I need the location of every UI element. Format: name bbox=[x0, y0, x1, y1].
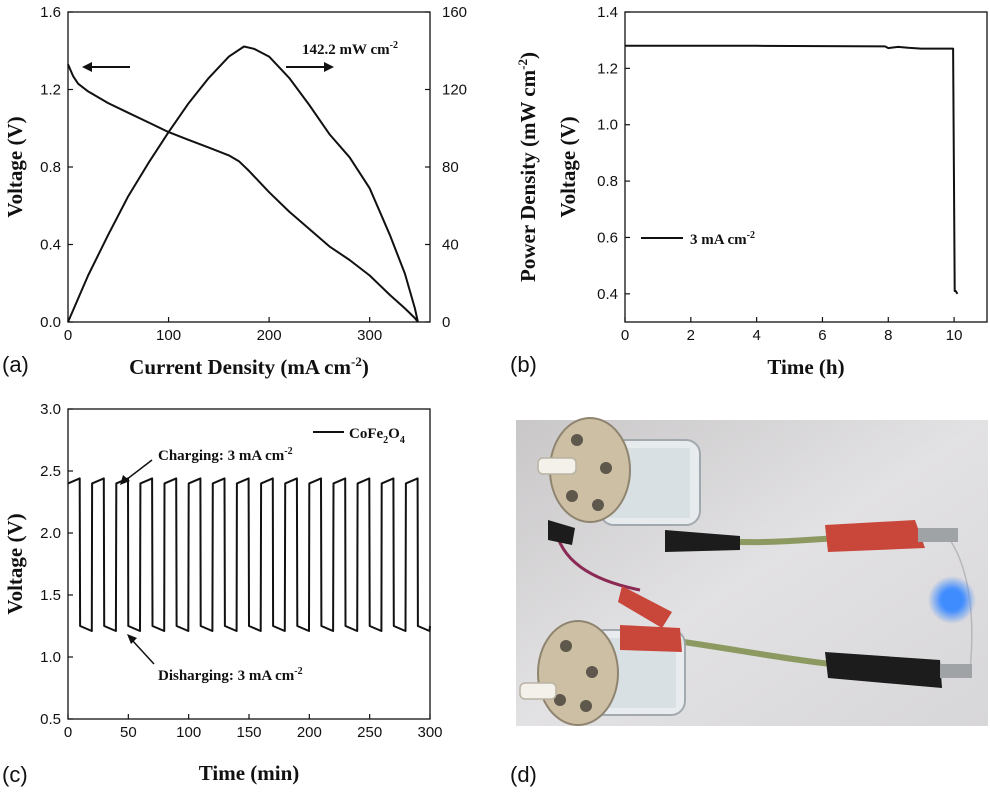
right-axis-arrowhead bbox=[324, 62, 334, 72]
panel-b-ytick-label: 0.4 bbox=[597, 286, 618, 303]
discharging-pointer bbox=[131, 639, 155, 665]
panel-c-xtick-label: 100 bbox=[176, 724, 201, 741]
peak-power-label: 142.2 mW cm-2 bbox=[302, 40, 398, 58]
panel-c-xtick-label: 250 bbox=[357, 724, 382, 741]
panel-a-power-curve bbox=[67, 45, 419, 323]
panel-c: 0 50 100 150 200 250 300 0.5 1.0 1.5 2.0 2.5 3.0 CoF… bbox=[2, 401, 443, 787]
red-clip-mid bbox=[618, 586, 672, 628]
charging-label: Charging: 3 mA cm-2 bbox=[158, 446, 293, 464]
top-cell-nozzle bbox=[537, 457, 577, 475]
blue-led bbox=[942, 590, 962, 610]
panel-c-xtick-label: 300 bbox=[417, 724, 442, 741]
panel-c-ylabel: Voltage (V) bbox=[3, 513, 27, 614]
panel-b-legend-label: 3 mA cm-2 bbox=[690, 230, 755, 248]
panel-b-frame bbox=[624, 11, 988, 323]
panel-b-xtick-label: 4 bbox=[752, 327, 760, 344]
red-clip-bottom bbox=[620, 625, 682, 652]
panel-a-letter: (a) bbox=[2, 352, 29, 377]
panel-a-xtick-label: 0 bbox=[64, 327, 72, 344]
panel-b-voltage-curve bbox=[625, 44, 959, 295]
panel-c-ytick-label: 1.5 bbox=[40, 587, 61, 604]
panel-a-y2label: Power Density (mW cm-2) bbox=[515, 52, 540, 282]
bottom-cell bbox=[519, 620, 686, 726]
panel-a: 0 100 200 300 0.0 0.4 0.8 1.2 1.6 0 40 80 120 160 142… bbox=[2, 4, 540, 379]
panel-b-ytick-label: 1.4 bbox=[597, 4, 618, 21]
panel-a-xtick-label: 300 bbox=[357, 327, 382, 344]
wire-bottom-green bbox=[669, 637, 841, 668]
panel-b-ylabel: Voltage (V) bbox=[556, 116, 580, 217]
panel-a-y2tick-label: 80 bbox=[442, 159, 459, 176]
red-clip-top bbox=[825, 520, 925, 552]
panel-b-xtick-label: 2 bbox=[687, 327, 695, 344]
panel-a-ytick-label: 1.2 bbox=[40, 82, 61, 99]
panel-a-ytick-label: 1.6 bbox=[40, 4, 61, 21]
panel-c-xlabel: Time (min) bbox=[199, 761, 300, 785]
panel-a-y2tick-label: 40 bbox=[442, 237, 459, 254]
top-clip-jaw bbox=[918, 528, 958, 542]
black-clip-bottom bbox=[825, 652, 942, 688]
panel-a-xtick-label: 100 bbox=[156, 327, 181, 344]
panel-a-ylabel: Voltage (V) bbox=[3, 116, 27, 217]
panel-a-ytick-label: 0.4 bbox=[40, 237, 61, 254]
panel-c-ytick-label: 1.0 bbox=[40, 649, 61, 666]
panel-d-photo: (d) bbox=[510, 417, 988, 787]
bottom-cell-cap bbox=[537, 620, 619, 726]
panel-b-xtick-label: 0 bbox=[621, 327, 629, 344]
panel-b-xtick-label: 8 bbox=[884, 327, 892, 344]
panel-a-xtick-label: 200 bbox=[257, 327, 282, 344]
bottom-clip-jaw bbox=[940, 664, 972, 678]
black-clip-left bbox=[548, 520, 575, 545]
panel-a-y2tick-label: 160 bbox=[442, 4, 467, 21]
panel-a-voltage-curve bbox=[67, 63, 419, 323]
panel-c-legend-label: CoFe2O4 bbox=[349, 426, 405, 446]
panel-b-ytick-label: 0.8 bbox=[597, 173, 618, 190]
panel-a-y2tick-label: 0 bbox=[442, 314, 450, 331]
black-clip-top bbox=[665, 530, 740, 552]
panel-c-ytick-label: 2.0 bbox=[40, 525, 61, 542]
panel-c-ytick-label: 0.5 bbox=[40, 711, 61, 728]
top-cell bbox=[537, 417, 701, 526]
panel-c-letter: (c) bbox=[2, 762, 28, 787]
panel-c-xtick-label: 150 bbox=[236, 724, 261, 741]
panel-a-y2tick-label: 120 bbox=[442, 82, 467, 99]
bottom-cell-nozzle bbox=[519, 682, 557, 700]
panel-a-ytick-label: 0.0 bbox=[40, 314, 61, 331]
panel-d-letter: (d) bbox=[510, 762, 537, 787]
panel-b-ytick-label: 1.0 bbox=[597, 117, 618, 134]
panel-c-xtick-label: 50 bbox=[120, 724, 137, 741]
charging-pointer-head bbox=[120, 475, 130, 485]
panel-b-xlabel: Time (h) bbox=[767, 355, 844, 379]
discharging-pointer-head bbox=[127, 634, 137, 644]
left-axis-arrowhead bbox=[82, 62, 92, 72]
panel-a-xlabel: Current Density (mA cm-2) bbox=[129, 354, 369, 379]
panel-c-ytick-label: 2.5 bbox=[40, 463, 61, 480]
panel-c-voltage-curve bbox=[67, 477, 431, 632]
panel-a-frame bbox=[67, 11, 431, 323]
panel-b-ytick-label: 0.6 bbox=[597, 229, 618, 246]
panel-b: 0 2 4 6 8 10 0.4 0.6 0.8 1.0 1.2 1.4 3 mA cm-2 Time… bbox=[510, 4, 988, 379]
panel-c-xtick-label: 0 bbox=[64, 724, 72, 741]
panel-b-xtick-label: 6 bbox=[818, 327, 826, 344]
panel-a-ytick-label: 0.8 bbox=[40, 159, 61, 176]
discharging-label: Disharging: 3 mA cm-2 bbox=[158, 666, 303, 684]
panel-b-letter: (b) bbox=[510, 352, 537, 377]
panel-c-ytick-label: 3.0 bbox=[40, 401, 61, 418]
panel-b-ytick-label: 1.2 bbox=[597, 60, 618, 77]
panel-c-xtick-label: 200 bbox=[297, 724, 322, 741]
charging-pointer bbox=[125, 459, 153, 481]
panel-b-xtick-label: 10 bbox=[946, 327, 963, 344]
